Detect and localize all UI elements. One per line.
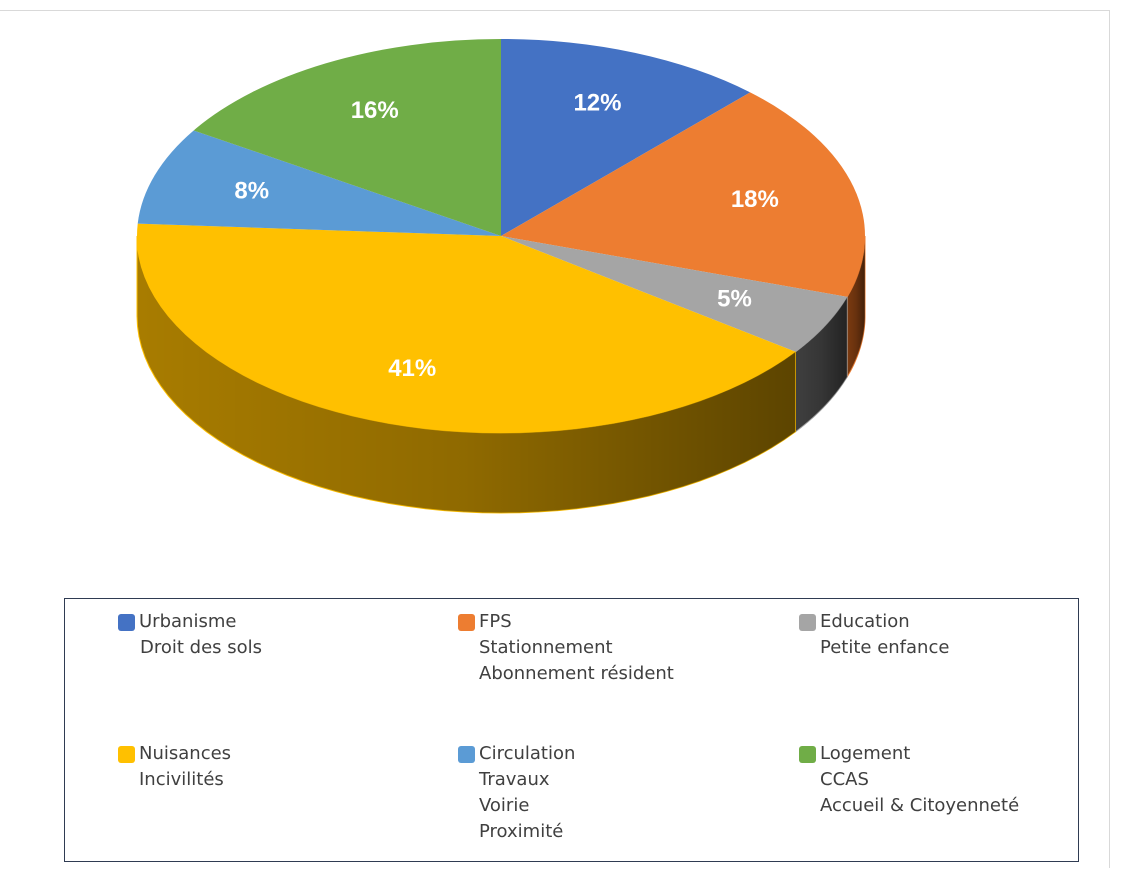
pie-slice <box>501 236 848 352</box>
legend-label-line: Circulation <box>479 743 576 764</box>
pie-slice <box>501 39 751 236</box>
pie-labels: 12% 18% 5% 41% 8% 16% <box>234 89 778 381</box>
legend-label: Logement CCAS Accueil & Citoyenneté <box>820 741 1019 819</box>
legend-label-line: Education <box>820 611 910 632</box>
legend-label-line: Voirie <box>479 795 530 816</box>
legend-swatch <box>458 746 475 763</box>
legend-label: Education Petite enfance <box>820 609 949 661</box>
pie-slice-side-shade <box>847 236 865 377</box>
pie-slice <box>137 223 796 433</box>
legend-label-line: Abonnement résident <box>479 663 674 684</box>
legend-label-line: FPS <box>479 611 512 632</box>
legend-label-line: Travaux <box>479 769 550 790</box>
pie-slice-label: 12% <box>573 89 621 116</box>
pie-sides <box>136 235 866 514</box>
legend-label-line: Urbanisme <box>139 611 237 632</box>
legend-label-line: Nuisances <box>139 743 232 764</box>
legend-label-line: Accueil & Citoyenneté <box>820 795 1020 816</box>
pie-slice <box>137 130 501 236</box>
legend-label-line: Stationnement <box>479 637 613 658</box>
legend-label-line: Incivilités <box>139 769 224 790</box>
legend: Urbanisme Droit des sols FPS Stationneme… <box>64 598 1079 862</box>
pie-tops <box>137 39 866 433</box>
pie-slice-label: 5% <box>717 286 752 313</box>
legend-label-line: CCAS <box>820 769 869 790</box>
pie-slice <box>501 92 866 297</box>
pie-slice-side-shade <box>795 296 848 432</box>
legend-label-line: Proximité <box>479 821 564 842</box>
legend-swatch <box>118 614 135 631</box>
pie-slice-label: 16% <box>351 97 399 124</box>
legend-swatch <box>799 614 816 631</box>
legend-label-line: Petite enfance <box>820 637 950 658</box>
legend-swatch <box>118 746 135 763</box>
legend-label: FPS Stationnement Abonnement résident <box>479 609 674 687</box>
pie-slice <box>193 39 501 236</box>
legend-swatch <box>458 614 475 631</box>
legend-label-line: Droit des sols <box>140 637 263 658</box>
pie-slice-label: 18% <box>731 186 779 213</box>
legend-label: Nuisances Incivilités <box>139 741 231 793</box>
legend-label-line: Logement <box>820 743 911 764</box>
pie-chart: 12% 18% 5% 41% 8% 16% <box>136 39 866 514</box>
pie-slice-label: 8% <box>234 178 269 205</box>
chart-area <box>0 10 1110 868</box>
pie-slice-side-shade <box>137 236 796 513</box>
pie-slice-label: 41% <box>388 355 436 382</box>
legend-swatch <box>799 746 816 763</box>
legend-label: Urbanisme Droit des sols <box>139 609 262 661</box>
legend-label: Circulation Travaux Voirie Proximité <box>479 741 575 845</box>
